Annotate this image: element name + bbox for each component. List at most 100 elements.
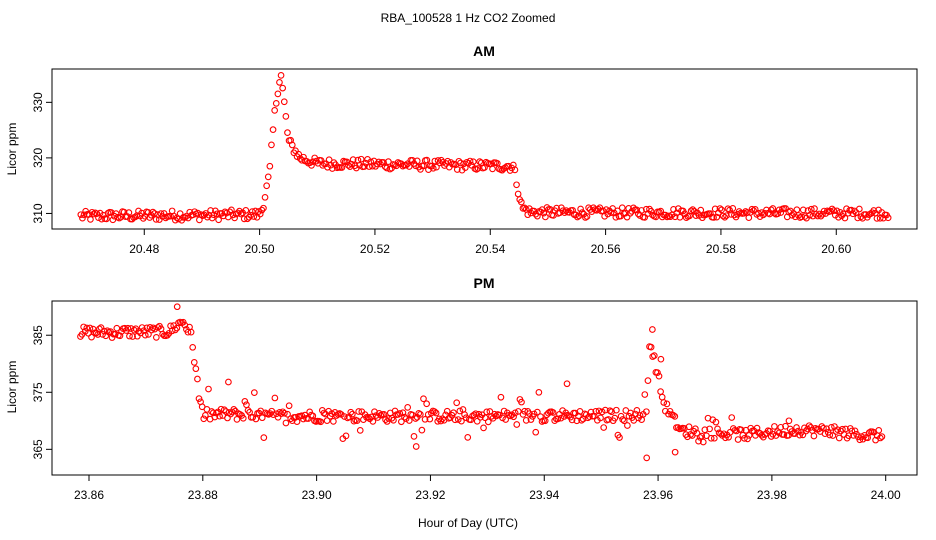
data-point — [793, 424, 800, 431]
data-point — [876, 434, 884, 442]
data-point — [200, 415, 208, 423]
am-y-axis: 310 320 330 — [31, 92, 52, 223]
data-point — [744, 435, 751, 443]
data-point — [90, 210, 97, 218]
data-point — [669, 411, 677, 419]
data-point — [832, 428, 840, 435]
data-point-outlier — [643, 454, 651, 462]
data-point — [261, 193, 269, 201]
data-point — [404, 404, 412, 411]
data-point — [412, 415, 419, 422]
data-point — [835, 434, 843, 442]
data-point — [415, 410, 423, 417]
data-point — [258, 206, 266, 214]
data-point — [349, 156, 357, 164]
data-point — [189, 343, 197, 351]
data-point — [641, 214, 649, 221]
data-point — [480, 424, 487, 432]
data-point — [194, 375, 201, 383]
x-tick-label: 24.00 — [871, 488, 901, 502]
data-point — [341, 413, 348, 420]
data-point — [460, 160, 468, 168]
data-point — [856, 436, 864, 444]
data-point — [713, 213, 721, 221]
data-point — [612, 406, 620, 414]
data-point — [241, 398, 249, 405]
data-point — [124, 324, 132, 332]
panel-pm-frame — [51, 300, 918, 476]
data-point — [350, 417, 358, 425]
data-point — [347, 408, 355, 416]
data-point — [693, 429, 701, 437]
data-point — [502, 416, 510, 423]
data-point — [605, 416, 612, 423]
data-point — [726, 206, 733, 214]
pm-y-axis: 365 375 385 — [31, 325, 52, 459]
data-point — [501, 164, 509, 171]
data-point — [429, 164, 437, 172]
data-point — [510, 413, 517, 421]
data-point — [542, 213, 549, 221]
data-point — [657, 207, 665, 215]
data-point — [444, 157, 452, 165]
data-point — [622, 209, 629, 217]
data-point — [423, 400, 430, 408]
data-point — [398, 418, 405, 426]
data-point — [244, 406, 252, 414]
data-point — [93, 210, 101, 218]
data-point — [164, 331, 171, 339]
data-point — [568, 416, 576, 424]
data-point — [247, 211, 254, 219]
data-point — [545, 409, 552, 417]
data-point — [420, 395, 427, 403]
data-point — [717, 430, 725, 438]
data-point — [292, 414, 299, 421]
data-point — [676, 213, 684, 221]
data-point — [234, 209, 242, 217]
data-point — [638, 207, 645, 214]
data-point — [483, 408, 491, 416]
data-point — [612, 213, 620, 221]
data-point — [268, 141, 275, 149]
data-point — [830, 207, 838, 215]
data-point — [473, 417, 481, 425]
data-point — [845, 432, 853, 440]
data-point — [521, 204, 528, 212]
data-point — [298, 156, 306, 164]
data-point — [533, 408, 541, 416]
data-point — [192, 365, 200, 373]
data-point — [697, 206, 705, 214]
data-point — [433, 163, 440, 171]
data-point — [601, 406, 609, 414]
data-point — [541, 417, 549, 425]
data-point — [418, 426, 426, 434]
data-point — [288, 141, 296, 149]
data-point — [98, 215, 106, 223]
data-point — [532, 428, 540, 436]
data-point — [643, 408, 650, 416]
data-point — [878, 433, 886, 440]
data-point — [517, 198, 525, 206]
data-point — [827, 424, 835, 431]
data-point — [712, 418, 720, 426]
data-point — [505, 162, 512, 170]
panel-am-title: AM — [473, 43, 495, 59]
data-point — [195, 395, 203, 402]
data-point — [655, 372, 663, 380]
data-point — [237, 210, 245, 218]
data-point — [554, 415, 562, 423]
data-point — [215, 216, 222, 224]
data-point — [514, 408, 522, 415]
data-point — [841, 214, 849, 222]
data-point — [666, 213, 674, 221]
data-point — [402, 161, 410, 169]
data-point — [116, 332, 124, 340]
data-point — [464, 434, 472, 441]
data-point — [450, 409, 457, 417]
data-point-outlier — [563, 380, 571, 388]
data-point — [357, 155, 365, 163]
data-point — [295, 150, 303, 158]
data-point — [127, 325, 135, 332]
